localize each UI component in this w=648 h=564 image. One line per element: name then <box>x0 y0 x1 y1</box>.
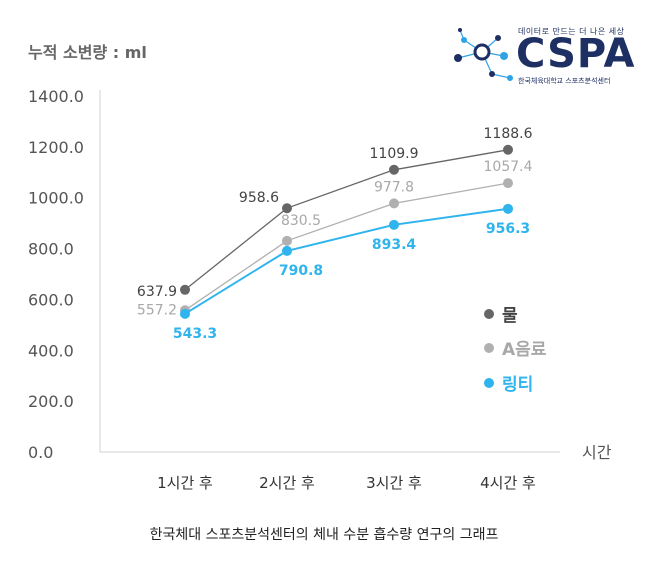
series-line <box>184 182 509 311</box>
y-tick-label: 400.0 <box>28 341 74 360</box>
legend-marker <box>484 309 494 319</box>
data-point <box>503 144 513 155</box>
data-label: 790.8 <box>279 263 323 279</box>
legend-label: A음료 <box>502 340 547 360</box>
logo-subtitle: 한국체육대학교 스포츠분석센터 <box>518 77 611 85</box>
cspa-logo: 데이터로 만드는 더 나은 세상 CSPA 한국체육대학교 스포츠분석센터 <box>452 22 635 88</box>
x-tick-label: 2시간 후 <box>259 474 315 492</box>
figure-caption: 한국체대 스포츠분석센터의 체내 수분 흡수량 연구의 그래프 <box>149 527 499 543</box>
y-tick-label: 1400.0 <box>28 87 84 106</box>
data-point <box>282 245 292 256</box>
x-tick-label: 1시간 후 <box>157 474 213 492</box>
x-axis-label: 시간 <box>582 443 612 462</box>
data-point <box>389 219 399 230</box>
data-point <box>282 235 292 246</box>
data-label: 956.3 <box>486 221 530 237</box>
data-label: 637.9 <box>137 284 177 300</box>
data-point <box>503 203 513 214</box>
data-point <box>503 178 513 189</box>
data-point <box>282 203 292 214</box>
data-label: 977.8 <box>374 179 414 195</box>
data-point <box>180 308 190 319</box>
x-tick-label: 4시간 후 <box>480 474 536 492</box>
series-line <box>184 207 509 315</box>
data-label: 1188.6 <box>484 126 533 142</box>
data-label: 543.3 <box>173 326 217 342</box>
data-label: 830.5 <box>281 213 321 229</box>
data-label: 1057.4 <box>484 159 533 175</box>
y-tick-label: 0.0 <box>28 443 53 462</box>
data-label: 1109.9 <box>370 146 419 162</box>
y-tick-label: 1000.0 <box>28 189 84 208</box>
x-tick-label: 3시간 후 <box>366 474 422 492</box>
data-point <box>180 284 190 295</box>
y-tick-label: 1200.0 <box>28 138 84 157</box>
data-point <box>389 198 399 209</box>
logo-name: CSPA <box>516 31 636 77</box>
legend-marker <box>484 378 494 388</box>
molecule-icon <box>454 28 513 81</box>
y-axis-label: 누적 소변량 : ml <box>28 43 147 62</box>
legend-label: 링티 <box>502 375 533 395</box>
data-label: 557.2 <box>137 302 177 318</box>
y-tick-label: 800.0 <box>28 240 74 259</box>
data-point <box>389 164 399 175</box>
data-label: 893.4 <box>372 237 417 253</box>
logo-tagline: 데이터로 만드는 더 나은 세상 <box>518 27 625 36</box>
legend-marker <box>484 343 494 353</box>
data-label: 958.6 <box>239 190 279 206</box>
y-tick-label: 600.0 <box>28 290 74 309</box>
y-tick-label: 200.0 <box>28 392 74 411</box>
series-line <box>184 149 509 291</box>
legend-label: 물 <box>502 306 518 326</box>
